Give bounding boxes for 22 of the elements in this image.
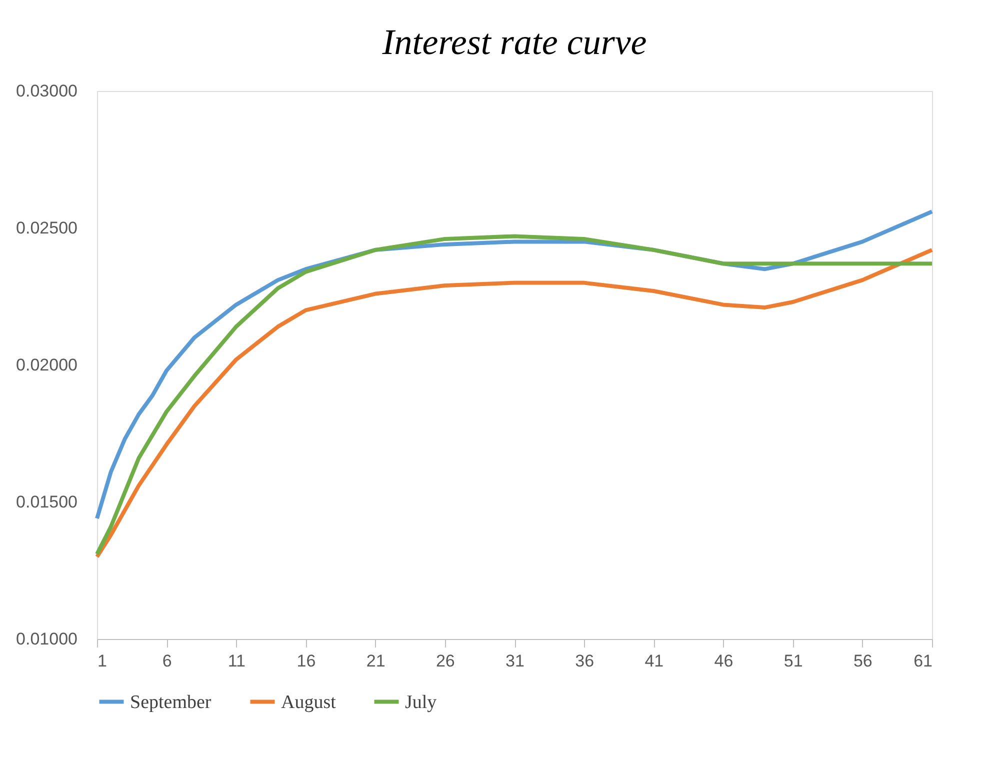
x-tick-label: 61: [914, 652, 932, 670]
x-tick-label: 31: [506, 652, 524, 670]
legend-label: August: [281, 692, 337, 713]
y-tick-label: 0.01500: [16, 492, 78, 512]
x-tick-label: 21: [366, 652, 386, 670]
legend-label: September: [130, 692, 212, 713]
y-tick-label: 0.02000: [16, 356, 78, 374]
x-tick-label: 26: [436, 652, 455, 670]
x-tick-label: 1: [98, 652, 107, 670]
x-tick-label: 16: [296, 652, 316, 670]
x-tick-label: 46: [714, 652, 734, 670]
x-tick-label: 6: [162, 652, 172, 670]
chart-title: Interest rate curve: [381, 22, 647, 62]
legend-label: July: [405, 692, 438, 713]
x-tick-label: 36: [575, 652, 594, 670]
x-tick-label: 51: [784, 652, 803, 670]
y-tick-label: 0.01000: [16, 630, 78, 648]
y-tick-label: 0.03000: [16, 82, 78, 100]
x-tick-label: 41: [644, 652, 664, 670]
y-tick-label: 0.02500: [16, 218, 78, 238]
x-tick-label: 11: [228, 652, 246, 670]
x-tick-label: 56: [853, 652, 872, 670]
